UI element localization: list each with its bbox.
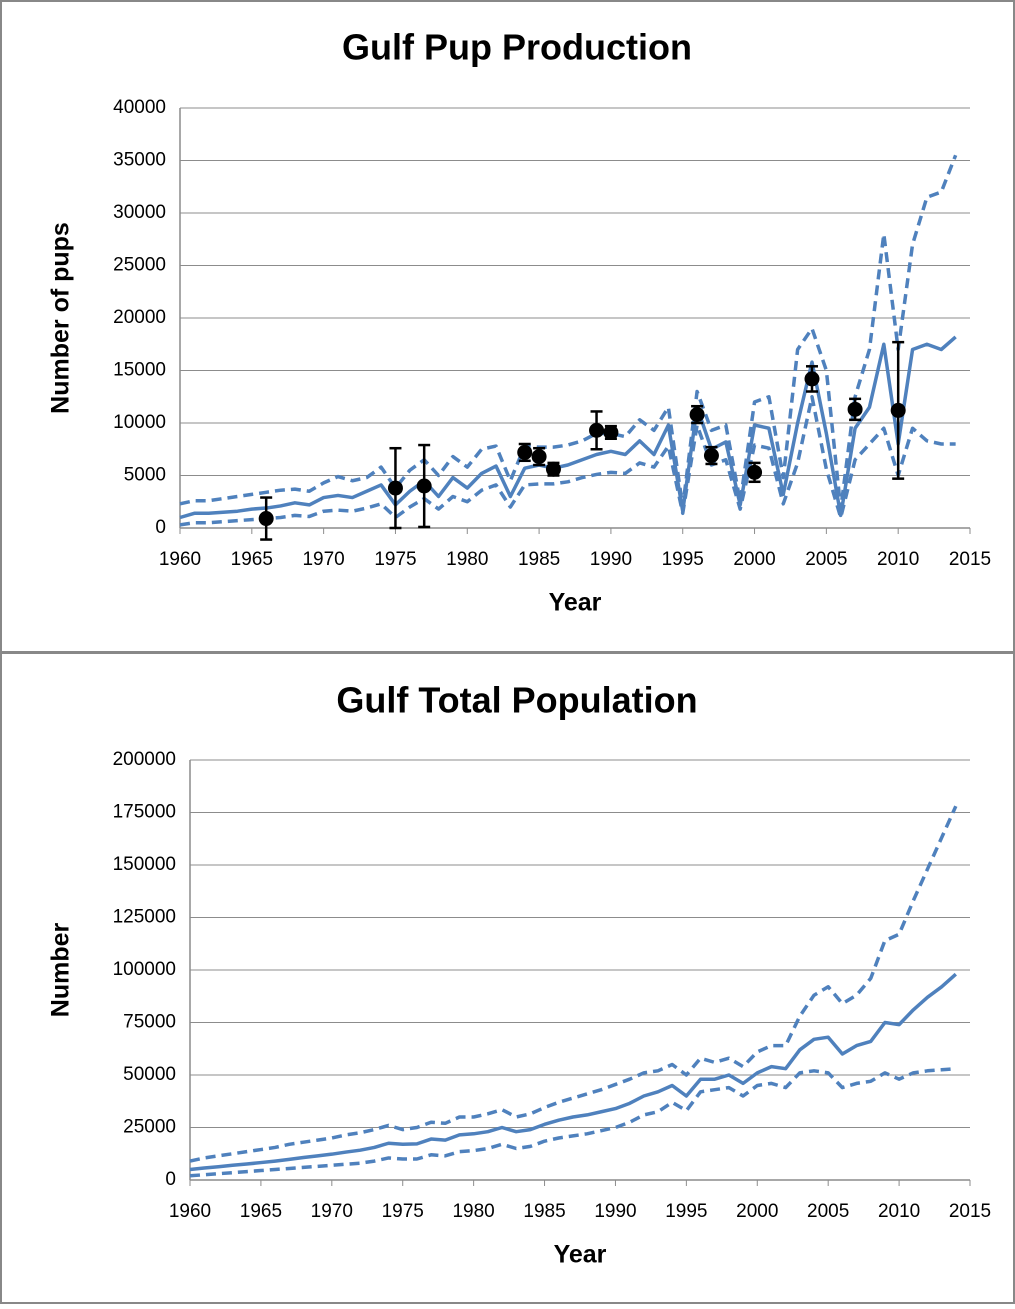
- y-tick-label: 10000: [113, 412, 166, 433]
- data-point: [531, 449, 547, 465]
- x-tick-label: 1995: [662, 549, 704, 570]
- y-tick-label: 20000: [113, 307, 166, 328]
- y-tick-label: 125000: [113, 907, 176, 928]
- y-tick-label: 0: [155, 517, 166, 538]
- data-point: [703, 448, 719, 464]
- data-point: [589, 422, 605, 438]
- chart-title: Gulf Total Population: [336, 680, 697, 721]
- data-point: [545, 461, 561, 477]
- x-tick-label: 1970: [302, 549, 344, 570]
- x-tick-label: 2005: [805, 549, 847, 570]
- x-axis-title: Year: [554, 1241, 607, 1269]
- x-tick-label: 1980: [452, 1201, 494, 1222]
- x-tick-label: 2015: [949, 1201, 991, 1222]
- x-tick-label: 1985: [523, 1201, 565, 1222]
- data-point: [847, 401, 863, 417]
- y-tick-label: 25000: [123, 1117, 176, 1138]
- x-tick-label: 2010: [877, 549, 919, 570]
- data-point: [517, 444, 533, 460]
- chart-title: Gulf Pup Production: [342, 27, 692, 68]
- y-axis-title: Number of pups: [47, 222, 75, 414]
- x-tick-label: 1970: [311, 1201, 353, 1222]
- x-tick-label: 2010: [878, 1201, 920, 1222]
- y-axis-title: Number: [47, 923, 75, 1018]
- y-tick-label: 40000: [113, 97, 166, 118]
- x-tick-label: 1960: [159, 549, 201, 570]
- x-axis-title: Year: [549, 589, 602, 617]
- y-tick-label: 50000: [123, 1064, 176, 1085]
- interval-line: [189, 805, 958, 1163]
- data-point: [804, 371, 820, 387]
- x-tick-label: 2005: [807, 1201, 849, 1222]
- x-tick-label: 1960: [169, 1201, 211, 1222]
- y-tick-label: 100000: [113, 959, 176, 980]
- y-tick-label: 5000: [124, 465, 166, 486]
- interval-line: [179, 395, 956, 527]
- x-tick-label: 1965: [231, 549, 273, 570]
- x-tick-label: 1975: [382, 1201, 424, 1222]
- x-tick-label: 1980: [446, 549, 488, 570]
- data-point: [416, 478, 432, 494]
- x-tick-label: 1985: [518, 549, 560, 570]
- y-tick-label: 30000: [113, 202, 166, 223]
- x-tick-label: 1975: [374, 549, 416, 570]
- y-tick-label: 75000: [123, 1012, 176, 1033]
- x-tick-label: 1990: [594, 1201, 636, 1222]
- x-tick-label: 1990: [590, 549, 632, 570]
- data-point: [387, 480, 403, 496]
- interval-line: [179, 154, 958, 511]
- y-tick-label: 25000: [113, 255, 166, 276]
- data-point: [689, 407, 705, 423]
- interval-line: [189, 1066, 956, 1178]
- x-tick-label: 2000: [733, 549, 775, 570]
- y-tick-label: 150000: [113, 854, 176, 875]
- estimate-line: [189, 972, 957, 1172]
- data-point: [747, 464, 763, 480]
- panel-border: [0, 652, 1015, 1304]
- y-tick-label: 0: [165, 1169, 176, 1190]
- x-tick-label: 1995: [665, 1201, 707, 1222]
- x-tick-label: 1965: [240, 1201, 282, 1222]
- data-point: [258, 511, 274, 527]
- y-tick-label: 200000: [113, 749, 176, 770]
- data-point: [603, 424, 619, 440]
- y-tick-label: 175000: [113, 802, 176, 823]
- data-point: [890, 402, 906, 418]
- estimate-line: [179, 335, 957, 520]
- y-tick-label: 35000: [113, 150, 166, 171]
- y-tick-label: 15000: [113, 360, 166, 381]
- x-tick-label: 2000: [736, 1201, 778, 1222]
- x-tick-label: 2015: [949, 549, 991, 570]
